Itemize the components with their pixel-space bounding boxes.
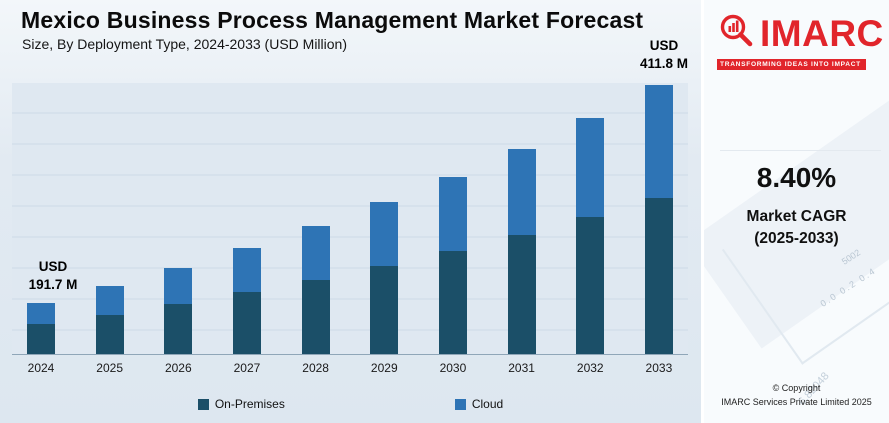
segment-cloud-2026 xyxy=(164,267,193,304)
imarc-logo-tagline: TRANSFORMING IDEAS INTO IMPACT xyxy=(717,59,866,70)
bar-2026: 2026 xyxy=(164,83,193,375)
x-axis-label-2029: 2029 xyxy=(370,361,398,375)
bar-2025: 2025 xyxy=(95,83,124,375)
cagr-label: Market CAGR (2025-2033) xyxy=(704,206,889,251)
bar-series-container: 2024 2025 2026 2027 2028 2029 2030 2031 2032 2033 xyxy=(12,83,688,375)
x-axis-label-2031: 2031 xyxy=(508,361,535,375)
chart-legend: On-Premises Cloud xyxy=(0,397,701,411)
annotation-2033-line2: 411.8 M xyxy=(639,55,689,71)
x-axis-label-2028: 2028 xyxy=(302,361,329,375)
page-title: Mexico Business Process Management Marke… xyxy=(21,7,644,33)
annotation-2024-line1: USD xyxy=(38,258,68,274)
segment-cloud-2030 xyxy=(438,176,467,252)
segment-on-premises-2032 xyxy=(576,217,605,354)
cagr-label-line2: (2025-2033) xyxy=(754,230,839,248)
cagr-block: 8.40% Market CAGR (2025-2033) xyxy=(704,162,889,251)
bar-2030: 2030 xyxy=(438,83,467,375)
segment-on-premises-2029 xyxy=(370,266,399,354)
legend-swatch-icon xyxy=(454,398,466,410)
cagr-label-line1: Market CAGR xyxy=(746,208,847,225)
legend-item-cloud: Cloud xyxy=(454,397,504,411)
copyright-notice: © Copyright IMARC Services Private Limit… xyxy=(704,382,889,410)
legend-label: Cloud xyxy=(471,397,504,411)
x-axis-label-2025: 2025 xyxy=(96,361,124,375)
legend-swatch-icon xyxy=(197,398,209,410)
bar-2024: 2024 xyxy=(27,83,55,375)
annotation-2024-value: USD 191.7 M xyxy=(23,258,83,294)
bar-2031: 2031 xyxy=(507,83,536,375)
imarc-logo-text: IMARC xyxy=(760,13,884,54)
segment-cloud-2028 xyxy=(301,226,330,280)
legend-label: On-Premises xyxy=(214,397,285,411)
segment-on-premises-2027 xyxy=(232,292,261,354)
annotation-2033-value: USD 411.8 M xyxy=(632,37,696,73)
x-axis-label-2030: 2030 xyxy=(439,361,467,375)
segment-on-premises-2026 xyxy=(164,303,193,354)
imarc-logo: IMARC TRANSFORMING IDEAS INTO IMPACT xyxy=(717,12,884,70)
x-axis-label-2033: 2033 xyxy=(645,361,673,375)
segment-cloud-2025 xyxy=(95,286,124,315)
segment-on-premises-2025 xyxy=(95,314,124,354)
annotation-2024-line2: 191.7 M xyxy=(28,276,78,292)
segment-on-premises-2031 xyxy=(507,234,536,354)
x-axis-label-2027: 2027 xyxy=(233,361,261,375)
info-panel: 5002 0.0 0.2 0.4 6.82048 IMARC TRANSFORM… xyxy=(701,0,889,423)
segment-cloud-2029 xyxy=(370,202,399,267)
segment-on-premises-2024 xyxy=(27,324,55,354)
segment-on-premises-2028 xyxy=(301,279,330,354)
x-axis-label-2024: 2024 xyxy=(27,361,55,375)
bar-2029: 2029 xyxy=(370,83,399,375)
page-subtitle: Size, By Deployment Type, 2024-2033 (USD… xyxy=(22,36,348,52)
bar-chart-plot-area: 2024 2025 2026 2027 2028 2029 2030 2031 2032 2033… xyxy=(12,38,688,375)
segment-cloud-2024 xyxy=(27,302,55,325)
bar-2033: 2033 xyxy=(644,83,673,375)
x-axis-label-2026: 2026 xyxy=(164,361,192,375)
panel-divider xyxy=(720,150,881,151)
segment-on-premises-2030 xyxy=(438,251,467,354)
segment-cloud-2027 xyxy=(232,247,261,293)
segment-cloud-2032 xyxy=(576,118,605,218)
bar-2027: 2027 xyxy=(232,83,261,375)
bar-2032: 2032 xyxy=(576,83,605,375)
legend-item-on-premises: On-Premises xyxy=(197,397,285,411)
magnifier-chart-icon xyxy=(717,12,755,55)
bar-2028: 2028 xyxy=(301,83,330,375)
annotation-2033-line1: USD xyxy=(649,37,679,53)
cagr-value: 8.40% xyxy=(756,162,837,193)
chart-panel: Mexico Business Process Management Marke… xyxy=(0,0,701,423)
x-axis-label-2032: 2032 xyxy=(576,361,604,375)
segment-cloud-2031 xyxy=(507,148,536,235)
segment-cloud-2033 xyxy=(644,85,673,198)
copyright-line1: © Copyright xyxy=(772,383,821,394)
segment-on-premises-2033 xyxy=(644,198,673,354)
copyright-line2: IMARC Services Private Limited 2025 xyxy=(721,397,872,408)
